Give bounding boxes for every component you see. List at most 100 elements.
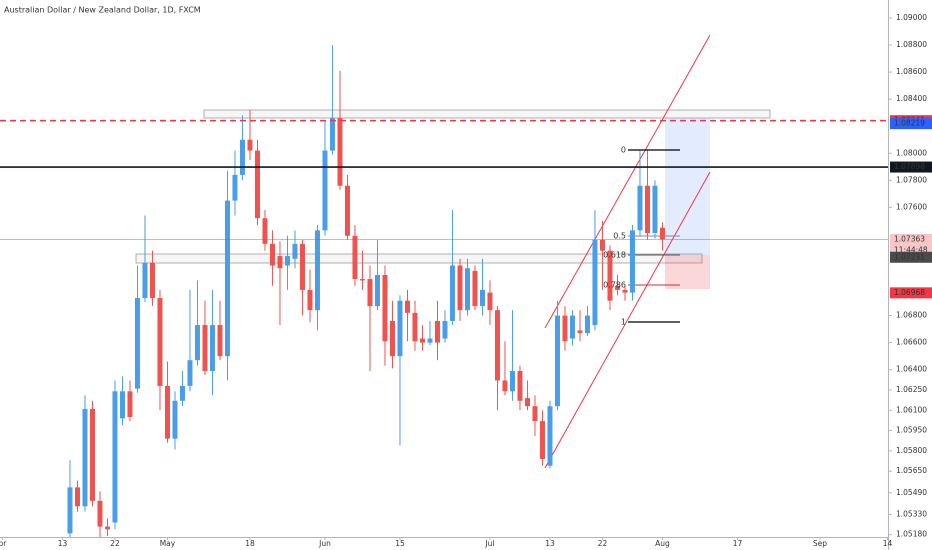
x-tick-label: 22 bbox=[110, 539, 120, 548]
x-tick-label: Sep bbox=[813, 539, 827, 548]
candle-body bbox=[262, 218, 268, 244]
price-label: 1.07231 bbox=[894, 252, 925, 261]
axes: 1.09000 1.08800 1.08600 1.08400 1.08000 1.078… bbox=[0, 13, 932, 548]
price-label: 1.08219 bbox=[894, 119, 925, 128]
candle-body bbox=[254, 150, 260, 219]
x-tick-label: Jul bbox=[484, 539, 494, 548]
x-tick-label: 18 bbox=[245, 539, 255, 548]
candle-body bbox=[397, 300, 403, 357]
candle-body bbox=[322, 150, 328, 231]
candle-body bbox=[359, 279, 365, 281]
x-tick-label: Jun bbox=[318, 539, 331, 548]
y-tick-label: 1.09000 bbox=[896, 13, 927, 22]
channel-lower bbox=[544, 171, 711, 469]
candle-body bbox=[217, 325, 223, 357]
candle-body bbox=[127, 391, 133, 418]
x-tick-label: pr bbox=[0, 539, 7, 548]
candle-body bbox=[622, 289, 628, 293]
y-tick-label: 1.06800 bbox=[896, 311, 927, 320]
candle-body bbox=[164, 385, 170, 439]
candle-body bbox=[187, 360, 193, 386]
candle-body bbox=[157, 297, 163, 386]
candle-body bbox=[472, 270, 478, 307]
candle-body bbox=[457, 265, 463, 311]
candle-body bbox=[97, 500, 103, 527]
fib-label: 0.786 bbox=[603, 281, 626, 290]
candle-body bbox=[434, 320, 440, 343]
candle-body bbox=[419, 338, 425, 343]
candle-body bbox=[614, 285, 620, 290]
candle-body bbox=[337, 118, 343, 186]
candle-body bbox=[172, 400, 178, 439]
candle-body bbox=[367, 279, 373, 307]
price-label-box bbox=[890, 161, 932, 173]
candle-body bbox=[629, 230, 635, 293]
x-tick-label: 22 bbox=[598, 539, 608, 548]
resistance-zone bbox=[203, 109, 771, 119]
candle-body bbox=[599, 239, 605, 251]
candle-body bbox=[374, 274, 380, 307]
candle-body bbox=[659, 227, 665, 240]
candle-body bbox=[404, 300, 410, 313]
y-tick-label: 1.05950 bbox=[896, 426, 927, 435]
y-tick-label: 1.06100 bbox=[896, 405, 927, 414]
candle-body bbox=[584, 315, 590, 334]
x-tick-label: 17 bbox=[733, 539, 743, 548]
x-tick-label: 14 bbox=[883, 539, 893, 548]
countdown: 11:44:48 bbox=[894, 245, 928, 254]
candle-body bbox=[547, 406, 553, 466]
price-label: 1.07898 bbox=[894, 162, 925, 171]
candle-body bbox=[382, 274, 388, 342]
candle-body bbox=[554, 315, 560, 407]
fib-label: 1 bbox=[621, 318, 626, 327]
x-tick-label: Aug bbox=[655, 539, 670, 548]
price-label-box bbox=[890, 251, 932, 263]
chart-title: Australian Dollar / New Zealand Dollar, … bbox=[4, 6, 201, 15]
fib-label: 0.618 bbox=[603, 251, 626, 260]
x-tick-label: May bbox=[160, 539, 176, 548]
channel-upper bbox=[544, 34, 711, 329]
candle-body bbox=[509, 371, 515, 392]
drawings bbox=[135, 34, 771, 469]
y-tick-label: 1.05180 bbox=[896, 530, 927, 539]
y-tick-label: 1.05650 bbox=[896, 466, 927, 475]
candle-body bbox=[307, 289, 313, 311]
fib-label: 0.5 bbox=[613, 232, 626, 241]
candle-body bbox=[449, 265, 455, 321]
support-zone bbox=[135, 253, 703, 264]
price-label: 1.06968 bbox=[894, 288, 925, 297]
fib-label: 0 bbox=[621, 146, 626, 155]
x-tick-label: 13 bbox=[58, 539, 68, 548]
y-tick-label: 1.08800 bbox=[896, 40, 927, 49]
candle-body bbox=[299, 243, 305, 290]
candle-body bbox=[607, 250, 613, 301]
position-profit bbox=[665, 118, 710, 255]
candle-body bbox=[194, 325, 200, 361]
candle-body bbox=[209, 325, 215, 372]
candle-body bbox=[269, 243, 275, 266]
candle-body bbox=[74, 487, 80, 507]
price-label-box bbox=[890, 118, 932, 130]
candle-body bbox=[82, 408, 88, 507]
candle-body bbox=[112, 391, 118, 523]
candle-body bbox=[569, 315, 575, 339]
candle-body bbox=[464, 268, 470, 311]
candle-body bbox=[389, 320, 395, 357]
price-label: 1.07363 bbox=[894, 234, 925, 243]
x-tick-label: 15 bbox=[395, 539, 405, 548]
y-tick-label: 1.05800 bbox=[896, 446, 927, 455]
y-tick-label: 1.06400 bbox=[896, 365, 927, 374]
candle-body bbox=[427, 338, 433, 343]
price-axis bbox=[888, 0, 932, 550]
candle-body bbox=[239, 139, 245, 175]
candle-body bbox=[67, 487, 73, 534]
candle-body bbox=[119, 391, 125, 419]
y-tick-label: 1.05490 bbox=[896, 488, 927, 497]
candle-body bbox=[352, 235, 358, 280]
candle-body bbox=[232, 174, 238, 201]
candle-body bbox=[562, 315, 568, 342]
candle-body bbox=[89, 408, 95, 501]
candle-body bbox=[524, 398, 530, 407]
candle-body bbox=[104, 526, 110, 530]
